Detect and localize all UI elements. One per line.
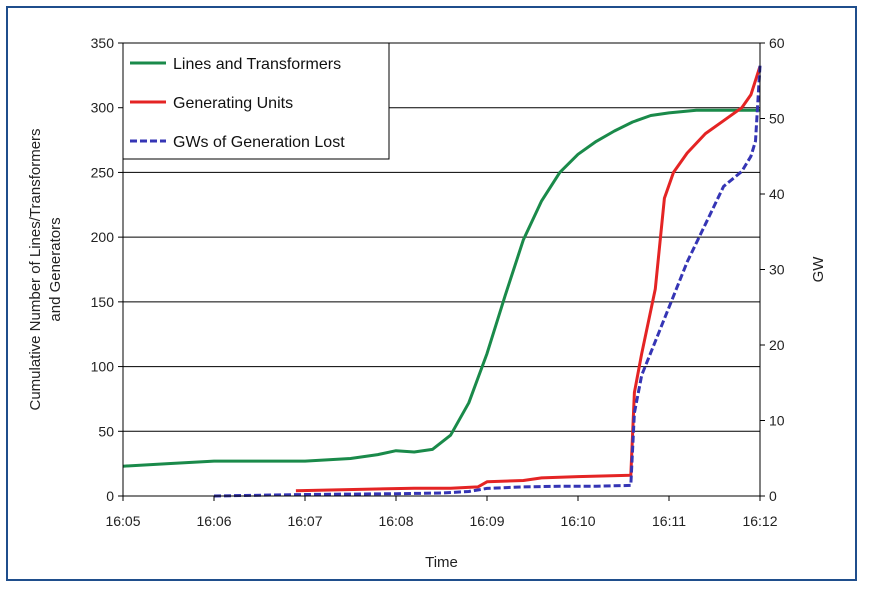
- legend-label-lines-transformers: Lines and Transformers: [173, 56, 341, 73]
- x-tick-label-3: 16:08: [378, 513, 413, 529]
- x-tick-label-1: 16:06: [196, 513, 231, 529]
- x-tick-label-6: 16:11: [652, 513, 686, 529]
- y2-tick-label-30: 30: [769, 262, 785, 278]
- y2-tick-label-0: 0: [769, 488, 777, 504]
- y2-tick-label-20: 20: [769, 337, 785, 353]
- legend-box: [122, 42, 390, 160]
- x-tick-label-0: 16:05: [105, 513, 140, 529]
- y-tick-label-200: 200: [91, 229, 115, 245]
- y2-axis-title: GW: [810, 256, 827, 283]
- legend-label-gw-lost: GWs of Generation Lost: [173, 134, 345, 151]
- series-line-lines-transformers: [122, 108, 760, 468]
- legend-label-generating-units: Generating Units: [173, 95, 293, 112]
- x-tick-label-4: 16:09: [469, 513, 504, 529]
- y2-tick-label-50: 50: [769, 111, 785, 127]
- y-tick-label-300: 300: [91, 100, 115, 116]
- y-tick-label-100: 100: [91, 359, 115, 375]
- y-tick-label-250: 250: [91, 164, 115, 180]
- y2-tick-label-10: 10: [769, 413, 785, 429]
- x-tick-label-5: 16:10: [560, 513, 595, 529]
- legend: Lines and Transformers Generating Units …: [122, 42, 390, 160]
- y-tick-label-150: 150: [91, 294, 115, 310]
- y-axis-title-line2: and Generators: [47, 217, 64, 321]
- y2-tick-label-60: 60: [769, 35, 785, 51]
- y-tick-label-350: 350: [91, 35, 115, 51]
- x-tick-label-7: 16:12: [742, 513, 777, 529]
- y-tick-label-50: 50: [98, 423, 114, 439]
- y-tick-label-0: 0: [106, 488, 114, 504]
- y2-tick-label-40: 40: [769, 186, 785, 202]
- y-axis-title-line1: Cumulative Number of Lines/Transformers: [27, 128, 44, 410]
- series-line-generating-units: [295, 65, 762, 493]
- x-axis-title: Time: [425, 554, 458, 571]
- series-line-gw-lost: [213, 65, 762, 498]
- x-tick-label-2: 16:07: [287, 513, 322, 529]
- series-layer: [122, 65, 762, 498]
